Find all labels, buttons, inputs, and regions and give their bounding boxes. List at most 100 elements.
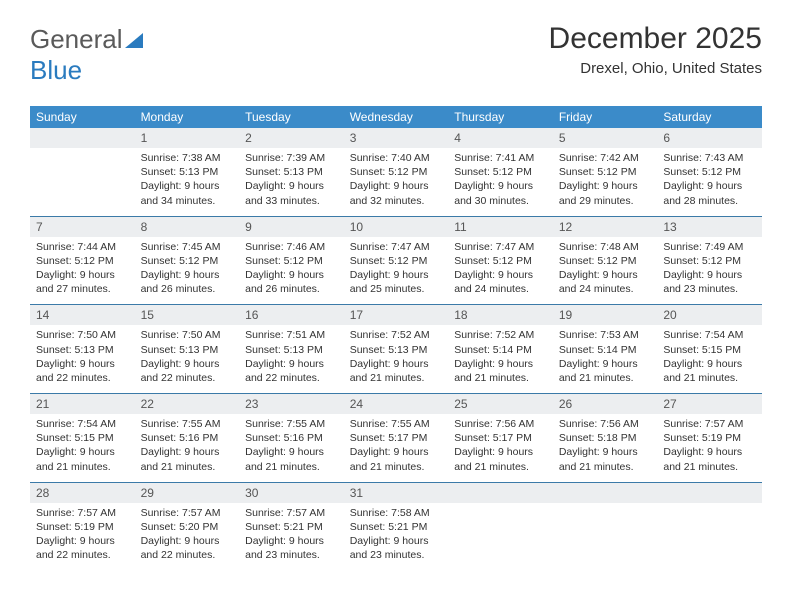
- day-content-cell: Sunrise: 7:56 AMSunset: 5:17 PMDaylight:…: [448, 414, 553, 482]
- day-number-cell: 8: [135, 216, 240, 237]
- sunset-text: Sunset: 5:12 PM: [245, 255, 323, 267]
- sunrise-text: Sunrise: 7:49 AM: [663, 241, 743, 253]
- day-number-cell: 26: [553, 394, 658, 415]
- day-content-cell: Sunrise: 7:50 AM Sunset: 5:13 PM Daylight:…: [30, 325, 135, 393]
- page-title-block: December 2025 Drexel, Ohio, United State…: [549, 22, 762, 77]
- sunset-text: Sunset: 5:14 PM: [559, 344, 637, 356]
- day-content-cell: Sunrise: 7:57 AMSunset: 5:20 PMDaylight:…: [135, 503, 240, 571]
- sunrise-text: Sunrise: 7:53 AM: [559, 329, 639, 341]
- sunrise-text: Sunrise: 7:57 AM: [36, 507, 116, 519]
- sunset-text: Sunset: 5:17 PM: [454, 432, 532, 444]
- daynum-row: 78910111213: [30, 216, 762, 237]
- daylight-text: Daylight: 9 hours and 22 minutes.: [36, 358, 115, 384]
- sunset-text: Sunset: 5:12 PM: [454, 255, 532, 267]
- sunrise-text: Sunrise: 7:39 AM: [245, 152, 325, 164]
- day-number-cell: 9: [239, 216, 344, 237]
- day-content-cell: Sunrise: 7:56 AMSunset: 5:18 PMDaylight:…: [553, 414, 658, 482]
- sunset-text: Sunset: 5:12 PM: [559, 255, 637, 267]
- sunset-text: Sunset: 5:13 PM: [245, 344, 323, 356]
- day-content-cell: Sunrise: 7:43 AMSunset: 5:12 PMDaylight:…: [657, 148, 762, 216]
- day-number-cell: 11: [448, 216, 553, 237]
- sunrise-text: Sunrise: 7:46 AM: [245, 241, 325, 253]
- sunrise-text: Sunrise: 7:57 AM: [663, 418, 743, 430]
- day-content-cell: Sunrise: 7:57 AMSunset: 5:19 PMDaylight:…: [30, 503, 135, 571]
- daylight-text: Daylight: 9 hours and 33 minutes.: [245, 180, 324, 206]
- logo: General Blue: [30, 24, 143, 86]
- sunrise-text: Sunrise: 7:45 AM: [141, 241, 221, 253]
- day-number-cell: 24: [344, 394, 449, 415]
- day-content-cell: [448, 503, 553, 571]
- day-number-cell: 31: [344, 482, 449, 503]
- daylight-text: Daylight: 9 hours and 21 minutes.: [36, 446, 115, 472]
- sunset-text: Sunset: 5:20 PM: [141, 521, 219, 533]
- day-number-cell: 3: [344, 128, 449, 148]
- day-content-cell: [553, 503, 658, 571]
- day-number-cell: 25: [448, 394, 553, 415]
- daylight-text: Daylight: 9 hours and 22 minutes.: [245, 358, 324, 384]
- sunrise-text: Sunrise: 7:56 AM: [559, 418, 639, 430]
- day-content-cell: Sunrise: 7:40 AMSunset: 5:12 PMDaylight:…: [344, 148, 449, 216]
- sunrise-text: Sunrise: 7:52 AM: [350, 329, 430, 341]
- sunrise-text: Sunrise: 7:47 AM: [454, 241, 534, 253]
- day-number-cell: 23: [239, 394, 344, 415]
- day-content-cell: Sunrise: 7:44 AMSunset: 5:12 PMDaylight:…: [30, 237, 135, 305]
- day-number-cell: 15: [135, 305, 240, 326]
- day-content-cell: Sunrise: 7:46 AM Sunset: 5:12 PM Daylight:…: [239, 237, 344, 305]
- day-content-cell: Sunrise: 7:57 AM Sunset: 5:21 PM Daylight:…: [239, 503, 344, 571]
- daylight-text: Daylight: 9 hours and 23 minutes.: [350, 535, 429, 561]
- daylight-text: Daylight: 9 hours and 23 minutes.: [245, 535, 324, 561]
- daylight-text: Daylight: 9 hours and 21 minutes.: [663, 446, 742, 472]
- calendar-table: SundayMondayTuesdayWednesdayThursdayFrid…: [30, 106, 762, 570]
- day-content-cell: Sunrise: 7:53 AM Sunset: 5:14 PM Daylight:…: [553, 325, 658, 393]
- sunrise-text: Sunrise: 7:48 AM: [559, 241, 639, 253]
- day-number-cell: 20: [657, 305, 762, 326]
- content-row: Sunrise: 7:44 AM Sunset: 5:12 PM Daylight:…: [30, 237, 762, 305]
- day-number-cell: 21: [30, 394, 135, 415]
- day-number-cell: 29: [135, 482, 240, 503]
- day-content-cell: [657, 503, 762, 571]
- sunrise-text: Sunrise: 7:50 AM: [36, 329, 116, 341]
- day-header: Friday: [553, 106, 658, 128]
- sunrise-text: Sunrise: 7:57 AM: [141, 507, 221, 519]
- sunset-text: Sunset: 5:12 PM: [350, 255, 428, 267]
- sunrise-text: Sunrise: 7:38 AM: [141, 152, 221, 164]
- sunset-text: Sunset: 5:17 PM: [350, 432, 428, 444]
- sunrise-text: Sunrise: 7:52 AM: [454, 329, 534, 341]
- day-content-cell: Sunrise: 7:39 AMSunset: 5:13 PMDaylight:…: [239, 148, 344, 216]
- day-number-cell: 19: [553, 305, 658, 326]
- sunrise-text: Sunrise: 7:40 AM: [350, 152, 430, 164]
- sunrise-text: Sunrise: 7:57 AM: [245, 507, 325, 519]
- sunset-text: Sunset: 5:21 PM: [245, 521, 323, 533]
- day-content-cell: Sunrise: 7:51 AM Sunset: 5:13 PM Daylight:…: [239, 325, 344, 393]
- day-number-cell: [553, 482, 658, 503]
- day-number-cell: [657, 482, 762, 503]
- day-content-cell: Sunrise: 7:55 AMSunset: 5:17 PMDaylight:…: [344, 414, 449, 482]
- sunset-text: Sunset: 5:18 PM: [559, 432, 637, 444]
- sunrise-text: Sunrise: 7:56 AM: [454, 418, 534, 430]
- day-content-cell: Sunrise: 7:57 AMSunset: 5:19 PMDaylight:…: [657, 414, 762, 482]
- daylight-text: Daylight: 9 hours and 26 minutes.: [245, 269, 324, 295]
- day-number-cell: 17: [344, 305, 449, 326]
- day-content-cell: Sunrise: 7:55 AMSunset: 5:16 PMDaylight:…: [135, 414, 240, 482]
- daylight-text: Daylight: 9 hours and 23 minutes.: [663, 269, 742, 295]
- day-content-cell: Sunrise: 7:52 AMSunset: 5:14 PMDaylight:…: [448, 325, 553, 393]
- sunset-text: Sunset: 5:13 PM: [350, 344, 428, 356]
- content-row: Sunrise: 7:54 AMSunset: 5:15 PMDaylight:…: [30, 414, 762, 482]
- daylight-text: Daylight: 9 hours and 21 minutes.: [245, 446, 324, 472]
- day-header: Monday: [135, 106, 240, 128]
- sunset-text: Sunset: 5:12 PM: [350, 166, 428, 178]
- sunrise-text: Sunrise: 7:51 AM: [245, 329, 325, 341]
- sunset-text: Sunset: 5:15 PM: [663, 344, 741, 356]
- daylight-text: Daylight: 9 hours and 21 minutes.: [141, 446, 220, 472]
- sunset-text: Sunset: 5:15 PM: [36, 432, 114, 444]
- logo-triangle-icon: [125, 33, 143, 48]
- sunset-text: Sunset: 5:13 PM: [36, 344, 114, 356]
- day-number-cell: 28: [30, 482, 135, 503]
- logo-text-b: Blue: [30, 55, 82, 85]
- daylight-text: Daylight: 9 hours and 21 minutes.: [559, 358, 638, 384]
- sunrise-text: Sunrise: 7:44 AM: [36, 241, 116, 253]
- day-header: Sunday: [30, 106, 135, 128]
- day-content-cell: Sunrise: 7:49 AMSunset: 5:12 PMDaylight:…: [657, 237, 762, 305]
- sunset-text: Sunset: 5:12 PM: [36, 255, 114, 267]
- daylight-text: Daylight: 9 hours and 22 minutes.: [141, 358, 220, 384]
